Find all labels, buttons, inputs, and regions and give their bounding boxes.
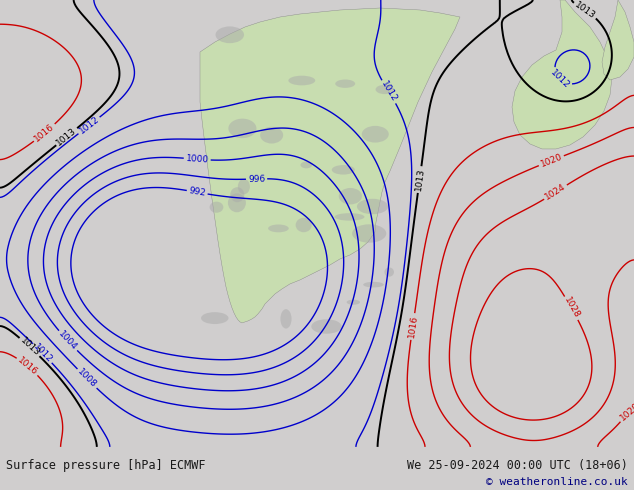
Ellipse shape: [201, 312, 228, 324]
Ellipse shape: [357, 199, 388, 214]
Ellipse shape: [335, 79, 355, 88]
Text: 1013: 1013: [413, 168, 425, 192]
Text: We 25-09-2024 00:00 UTC (18+06): We 25-09-2024 00:00 UTC (18+06): [407, 459, 628, 472]
Ellipse shape: [384, 268, 394, 277]
Polygon shape: [200, 8, 460, 323]
Text: 1012: 1012: [548, 68, 571, 91]
Text: Surface pressure [hPa] ECMWF: Surface pressure [hPa] ECMWF: [6, 459, 206, 472]
Ellipse shape: [228, 194, 246, 212]
Text: 1013: 1013: [18, 336, 41, 358]
Text: 1024: 1024: [543, 182, 567, 202]
Ellipse shape: [216, 26, 244, 43]
Ellipse shape: [332, 165, 355, 174]
Ellipse shape: [347, 300, 360, 305]
Ellipse shape: [363, 282, 384, 288]
Ellipse shape: [375, 85, 394, 94]
Ellipse shape: [311, 319, 342, 334]
Text: 1028: 1028: [562, 296, 581, 320]
Ellipse shape: [210, 201, 223, 213]
Polygon shape: [602, 0, 634, 80]
Text: 996: 996: [248, 174, 265, 184]
Ellipse shape: [228, 119, 257, 138]
Text: 1013: 1013: [55, 126, 79, 147]
Text: 1013: 1013: [573, 0, 597, 21]
Ellipse shape: [362, 126, 389, 143]
Text: 1004: 1004: [57, 329, 79, 352]
Polygon shape: [512, 0, 612, 149]
Text: 1000: 1000: [185, 154, 209, 165]
Ellipse shape: [288, 75, 315, 85]
Ellipse shape: [301, 162, 313, 169]
Ellipse shape: [260, 127, 283, 144]
Ellipse shape: [335, 213, 365, 220]
Text: 992: 992: [188, 186, 207, 198]
Ellipse shape: [352, 224, 386, 243]
Ellipse shape: [268, 224, 288, 232]
Ellipse shape: [230, 187, 244, 202]
Ellipse shape: [238, 179, 250, 195]
Text: 1008: 1008: [75, 368, 98, 390]
Text: 1016: 1016: [16, 355, 39, 377]
Text: 1020: 1020: [618, 401, 634, 423]
Text: 1012: 1012: [77, 115, 101, 136]
Text: 1016: 1016: [33, 122, 56, 144]
Text: 1020: 1020: [539, 152, 564, 169]
Ellipse shape: [339, 188, 362, 204]
Text: 1012: 1012: [379, 80, 399, 104]
Text: 1016: 1016: [406, 315, 419, 339]
Ellipse shape: [295, 218, 312, 232]
Text: 1012: 1012: [31, 342, 54, 365]
Ellipse shape: [280, 309, 292, 329]
Text: © weatheronline.co.uk: © weatheronline.co.uk: [486, 477, 628, 487]
